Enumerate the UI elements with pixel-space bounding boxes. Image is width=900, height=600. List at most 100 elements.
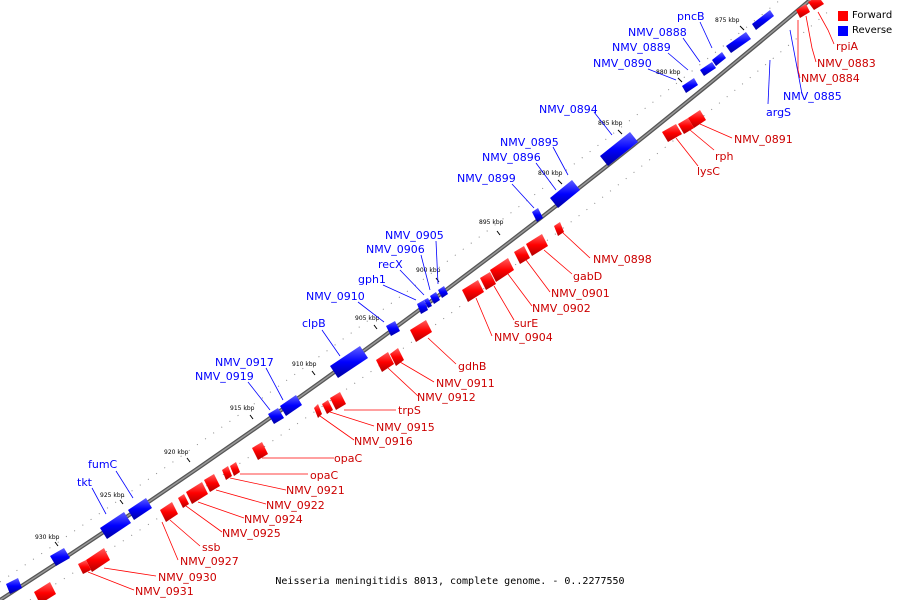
gene-NMV_0898[interactable] (554, 222, 564, 236)
gene-NMV_0889[interactable] (712, 52, 726, 66)
kbp-tick-895: 895 kbp (479, 219, 504, 236)
forward-leader-lines (87, 11, 835, 591)
gene-NMV_0930[interactable] (86, 548, 110, 572)
gene-clpB[interactable] (330, 346, 368, 378)
gene-opaC-1[interactable] (252, 442, 268, 460)
label-ssb: ssb (202, 541, 220, 554)
gene-NMV_0916[interactable] (314, 404, 322, 418)
gene-rev-930a[interactable] (50, 548, 70, 566)
gene-NMV_0894[interactable] (600, 132, 638, 166)
label-NMV_0911: NMV_0911 (436, 377, 495, 390)
gene-gdhB[interactable] (410, 320, 432, 342)
gene-NMV_0915[interactable] (322, 400, 333, 414)
kbp-tick-885: 885 kbp (598, 120, 623, 135)
legend-reverse: Reverse (838, 23, 892, 38)
gene-NMV_0895[interactable] (550, 180, 580, 208)
gene-NMV_0911[interactable] (390, 348, 404, 366)
svg-text:920 kbp: 920 kbp (164, 449, 189, 456)
legend-forward: Forward (838, 8, 892, 23)
gene-lysC[interactable] (662, 124, 682, 142)
label-opaC-1: opaC (334, 452, 362, 465)
svg-text:915 kbp: 915 kbp (230, 405, 255, 412)
gene-surE[interactable] (480, 272, 496, 290)
gene-gabD[interactable] (526, 234, 548, 256)
gene-trpS[interactable] (330, 392, 346, 410)
reverse-swatch (838, 25, 848, 36)
gene-NMV_0890[interactable] (682, 78, 698, 93)
label-NMV_0889: NMV_0889 (612, 41, 671, 54)
svg-text:910 kbp: 910 kbp (292, 361, 317, 368)
gene-ssb[interactable] (160, 502, 178, 522)
genome-caption: Neisseria meningitidis 8013, complete ge… (275, 576, 625, 587)
gene-NMV_0925[interactable] (178, 494, 189, 508)
gene-recX[interactable] (424, 298, 432, 308)
label-NMV_0896: NMV_0896 (482, 151, 541, 164)
svg-text:925 kbp: 925 kbp (100, 492, 125, 499)
gene-NMV_0906[interactable] (430, 292, 440, 304)
gene-NMV_0922[interactable] (204, 474, 220, 492)
label-NMV_0904: NMV_0904 (494, 331, 553, 344)
gene-NMV_0919[interactable] (268, 408, 284, 424)
kbp-tick-875: 875 kbp (715, 17, 745, 31)
legend-forward-label: Forward (852, 10, 893, 21)
svg-text:880 kbp: 880 kbp (656, 69, 681, 76)
gene-NMV_0905[interactable] (438, 286, 448, 298)
kbp-tick-920: 920 kbp (164, 449, 191, 463)
gene-fwd-932[interactable] (34, 582, 56, 600)
label-NMV_0894: NMV_0894 (539, 103, 598, 116)
gene-NMV_0912[interactable] (376, 352, 394, 372)
label-NMV_0895: NMV_0895 (500, 136, 559, 149)
kbp-tick-915: 915 kbp (230, 405, 255, 420)
label-NMV_0916: NMV_0916 (354, 435, 413, 448)
label-NMV_0927: NMV_0927 (180, 555, 239, 568)
label-clpB: clpB (302, 317, 326, 330)
svg-text:905 kbp: 905 kbp (355, 315, 380, 322)
gene-NMV_0921[interactable] (222, 466, 232, 480)
gene-rev-930b[interactable] (6, 578, 22, 594)
kbp-tick-925: 925 kbp (100, 492, 125, 505)
label-NMV_0905: NMV_0905 (385, 229, 444, 242)
gene-NMV_0904[interactable] (462, 280, 484, 302)
label-NMV_0921: NMV_0921 (286, 484, 345, 497)
gene-NMV_0910[interactable] (386, 321, 400, 336)
gene-fumC[interactable] (128, 498, 152, 520)
gene-tkt[interactable] (100, 512, 131, 539)
label-NMV_0910: NMV_0910 (306, 290, 365, 303)
label-NMV_0901: NMV_0901 (551, 287, 610, 300)
gene-NMV_0883[interactable] (796, 4, 810, 18)
label-NMV_0924: NMV_0924 (244, 513, 303, 526)
gene-NMV_0899[interactable] (532, 208, 543, 222)
gene-NMV_0901[interactable] (514, 246, 530, 264)
gene-NMV_0888[interactable] (726, 32, 751, 53)
label-NMV_0931: NMV_0931 (135, 585, 194, 598)
label-NMV_0891: NMV_0891 (734, 133, 793, 146)
gene-rpiA[interactable] (808, 0, 824, 10)
gene-NMV_0931[interactable] (78, 560, 91, 574)
label-NMV_0884: NMV_0884 (801, 72, 860, 85)
label-rpiA: rpiA (836, 40, 859, 53)
gene-gph1[interactable] (417, 300, 428, 314)
label-NMV_0912: NMV_0912 (417, 391, 476, 404)
reverse-gene-labels: pncB NMV_0888 NMV_0889 NMV_0890 NMV_0885… (77, 10, 842, 489)
label-trpS: trpS (398, 404, 421, 417)
label-gdhB: gdhB (458, 360, 486, 373)
gene-opaC-2[interactable] (230, 462, 240, 476)
svg-text:885 kbp: 885 kbp (598, 120, 623, 127)
kbp-tick-910: 910 kbp (292, 361, 317, 376)
gene-NMV_0924[interactable] (186, 482, 208, 504)
gene-NMV_0890a[interactable] (700, 62, 716, 76)
gene-NMV_0902[interactable] (490, 258, 514, 282)
label-tkt: tkt (77, 476, 93, 489)
gene-NMV_0891[interactable] (688, 110, 706, 128)
gene-pncB[interactable] (752, 10, 774, 30)
kbp-tick-880: 880 kbp (656, 69, 683, 83)
svg-text:930 kbp: 930 kbp (35, 534, 60, 541)
kbp-tick-890: 890 kbp (538, 170, 563, 185)
label-rph: rph (715, 150, 734, 163)
reverse-guide-dots (0, 0, 781, 583)
forward-features (34, 0, 824, 600)
svg-text:875 kbp: 875 kbp (715, 17, 740, 24)
gene-NMV_0917[interactable] (280, 395, 302, 416)
reverse-features (6, 10, 774, 594)
